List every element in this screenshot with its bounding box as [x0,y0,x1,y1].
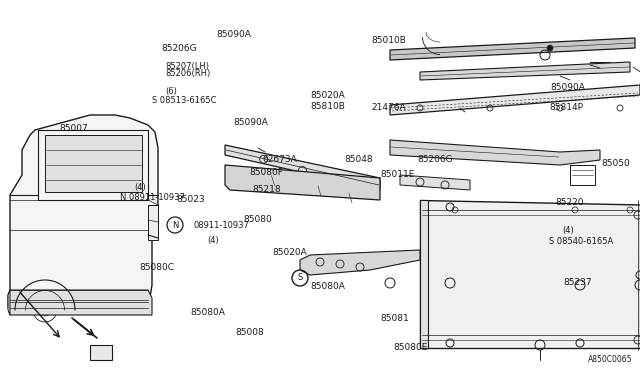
Text: 85220: 85220 [556,198,584,207]
Text: 21476A: 21476A [371,103,406,112]
Text: (6): (6) [165,87,177,96]
Polygon shape [390,85,640,115]
Text: 62673A: 62673A [262,155,297,164]
Text: 85206(RH): 85206(RH) [165,69,211,78]
Text: 85080E: 85080E [394,343,428,352]
Circle shape [547,45,553,51]
Text: 85080: 85080 [243,215,272,224]
Text: 85090A: 85090A [234,118,268,127]
Text: 85207(LH): 85207(LH) [165,62,209,71]
Polygon shape [8,290,152,315]
Polygon shape [225,145,380,190]
Text: A850C0065: A850C0065 [588,355,632,364]
Polygon shape [225,165,380,200]
Text: 85023: 85023 [176,195,205,203]
Text: 85020A: 85020A [272,248,307,257]
Text: 85011E: 85011E [381,170,415,179]
Polygon shape [148,205,158,240]
Text: (4): (4) [562,226,573,235]
Text: 85080C: 85080C [140,263,175,272]
Text: 85218: 85218 [253,185,282,194]
Polygon shape [45,135,142,192]
Text: N: N [172,221,178,230]
Polygon shape [420,62,630,80]
Text: 85237: 85237 [563,278,592,287]
Text: 85020A: 85020A [310,92,345,100]
Text: 85050: 85050 [602,159,630,168]
Polygon shape [420,200,428,348]
Polygon shape [420,200,640,348]
Text: (4): (4) [207,235,219,244]
Text: 85081: 85081 [381,314,410,323]
Polygon shape [390,140,600,165]
Polygon shape [10,115,158,310]
Text: 85048: 85048 [344,155,373,164]
Text: (4): (4) [134,183,146,192]
Polygon shape [90,345,112,360]
Text: 85090A: 85090A [216,30,251,39]
Polygon shape [590,62,610,72]
Text: 85010B: 85010B [371,36,406,45]
Text: 85007: 85007 [60,124,88,133]
Text: S: S [298,273,303,282]
Text: 08911-10937: 08911-10937 [193,221,249,230]
Text: 85008: 85008 [236,328,264,337]
Text: 85206G: 85206G [161,44,197,53]
Text: 85080A: 85080A [191,308,225,317]
Polygon shape [8,290,10,315]
Text: 85080A: 85080A [310,282,345,291]
Text: 85090A: 85090A [550,83,585,92]
Text: 85080F: 85080F [250,169,284,177]
Text: 85206G: 85206G [417,155,453,164]
Polygon shape [400,175,470,190]
Text: 85814P: 85814P [549,103,583,112]
Text: S 08540-6165A: S 08540-6165A [549,237,613,246]
Polygon shape [390,38,635,60]
Text: N 08911-10937: N 08911-10937 [120,193,185,202]
Text: S 08513-6165C: S 08513-6165C [152,96,217,105]
Polygon shape [300,250,420,275]
Text: 85810B: 85810B [310,102,345,110]
